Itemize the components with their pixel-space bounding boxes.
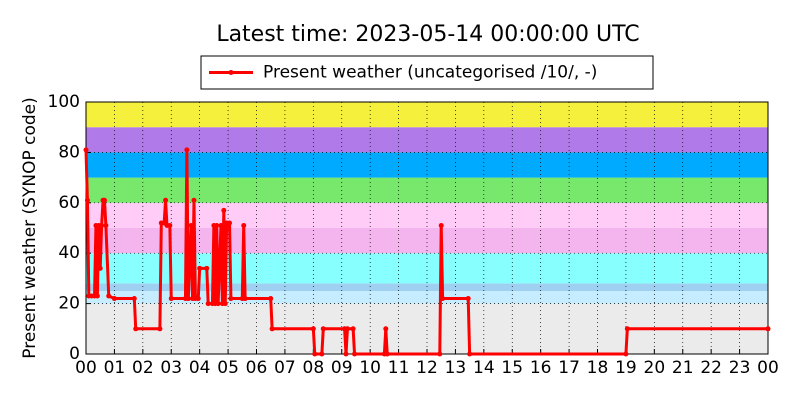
- data-point: [185, 296, 191, 302]
- y-axis-label: Present weather (SYNOP code): [20, 97, 40, 358]
- chart-title: Latest time: 2023-05-14 00:00:00 UTC: [216, 22, 639, 47]
- x-tick-label: 06: [246, 358, 268, 378]
- data-point: [191, 197, 197, 203]
- legend-label: Present weather (uncategorised /10/, -): [263, 63, 597, 83]
- data-point: [163, 197, 169, 203]
- x-tick-label: 13: [445, 358, 467, 378]
- x-tick-label: 00: [757, 358, 779, 378]
- data-point: [310, 326, 316, 332]
- x-tick-label: 16: [530, 358, 552, 378]
- x-tick-label: 02: [132, 358, 154, 378]
- x-tick-label: 18: [587, 358, 609, 378]
- data-point: [184, 147, 190, 153]
- data-point: [205, 301, 211, 307]
- legend-box: [200, 55, 654, 90]
- x-tick-label: 12: [416, 358, 438, 378]
- data-point: [83, 147, 89, 153]
- data-point: [465, 296, 471, 302]
- data-point: [228, 296, 234, 302]
- x-tick-label: 04: [189, 358, 211, 378]
- data-point: [131, 296, 137, 302]
- x-tick-label: 00: [75, 358, 97, 378]
- data-point: [218, 222, 224, 228]
- data-point: [383, 326, 389, 332]
- data-point: [344, 326, 350, 332]
- data-point: [133, 326, 139, 332]
- data-point: [268, 296, 274, 302]
- data-point: [221, 207, 227, 213]
- y-tick-label: 60: [58, 193, 80, 213]
- legend-marker: [228, 70, 234, 75]
- data-point: [168, 296, 174, 302]
- x-tick-label: 09: [331, 358, 353, 378]
- x-tick-label: 22: [700, 358, 722, 378]
- data-point: [440, 296, 446, 302]
- x-tick-label: 14: [473, 358, 495, 378]
- data-point: [101, 197, 107, 203]
- y-tick-label: 80: [58, 142, 80, 162]
- data-point: [195, 296, 201, 302]
- data-point: [111, 296, 117, 302]
- data-point: [438, 222, 444, 228]
- x-tick-label: 21: [672, 358, 694, 378]
- x-tick-label: 01: [104, 358, 126, 378]
- y-tick-label: 0: [69, 344, 80, 364]
- x-tick-label: 20: [644, 358, 666, 378]
- data-point: [94, 293, 100, 299]
- data-point: [343, 351, 349, 357]
- x-tick-label: 05: [217, 358, 239, 378]
- data-point: [157, 326, 163, 332]
- data-point: [467, 351, 473, 357]
- x-tick-label: 19: [615, 358, 637, 378]
- background-band: [86, 228, 768, 254]
- data-point: [624, 326, 630, 332]
- data-point: [188, 222, 194, 228]
- x-tick-label: 08: [303, 358, 325, 378]
- data-point: [222, 301, 228, 307]
- data-point: [97, 265, 103, 271]
- data-point: [167, 222, 173, 228]
- x-tick-label: 17: [558, 358, 580, 378]
- data-point: [623, 351, 629, 357]
- data-point: [437, 351, 443, 357]
- data-point: [103, 222, 109, 228]
- data-point: [765, 326, 771, 332]
- y-tick-label: 40: [58, 243, 80, 263]
- data-point: [312, 351, 318, 357]
- data-point: [320, 326, 326, 332]
- data-point: [319, 351, 325, 357]
- data-point: [350, 326, 356, 332]
- data-point: [269, 326, 275, 332]
- x-tick-label: 03: [160, 358, 182, 378]
- data-point: [241, 222, 247, 228]
- y-tick-label: 20: [58, 294, 80, 314]
- data-point: [352, 351, 358, 357]
- data-point: [215, 301, 221, 307]
- background-band: [86, 283, 768, 291]
- x-tick-label: 10: [359, 358, 381, 378]
- data-point: [242, 296, 248, 302]
- data-point: [106, 293, 112, 299]
- data-line: [84, 148, 768, 356]
- x-tick-label: 23: [729, 358, 751, 378]
- x-tick-label: 07: [274, 358, 296, 378]
- data-point: [384, 351, 390, 357]
- data-point: [227, 220, 233, 226]
- data-point: [197, 265, 203, 271]
- y-tick-label: 100: [48, 92, 80, 112]
- background-band: [86, 127, 768, 153]
- data-point: [99, 222, 105, 228]
- x-tick-label: 15: [501, 358, 523, 378]
- x-tick-label: 11: [388, 358, 410, 378]
- data-point: [204, 265, 210, 271]
- background-band: [86, 152, 768, 178]
- data-point: [214, 222, 220, 228]
- data-point: [84, 197, 90, 203]
